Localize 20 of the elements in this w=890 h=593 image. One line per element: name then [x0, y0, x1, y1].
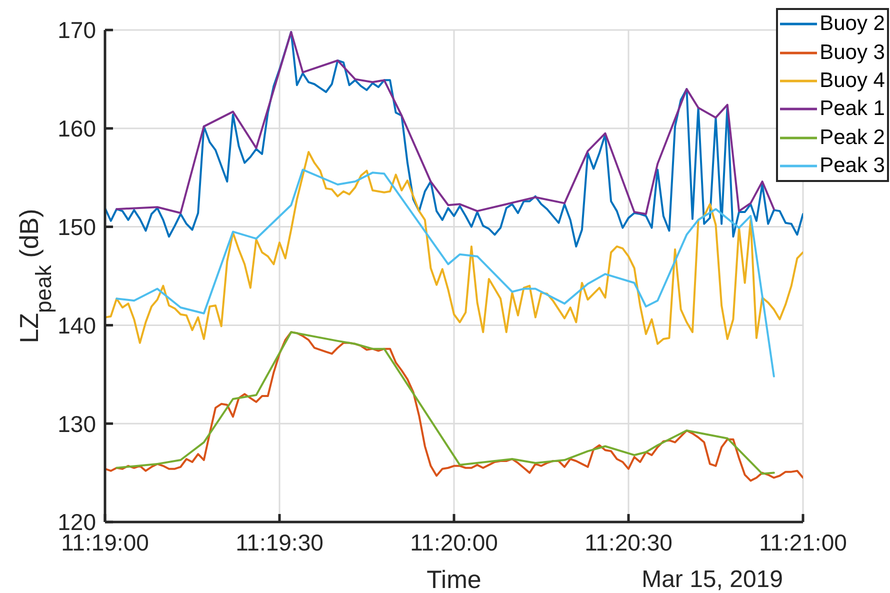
text: Mar 15, 2019: [642, 566, 783, 593]
legend-label: Peak 2: [820, 126, 885, 150]
legend-label: Buoy 4: [820, 68, 885, 93]
y-tick-label: 140: [58, 312, 96, 338]
legend-label: Buoy 3: [820, 40, 885, 65]
x-tick-label: 11:21:00: [759, 529, 847, 556]
line-series: [105, 151, 803, 345]
x-tick-label: 11:19:30: [236, 529, 324, 556]
y-tick-label: 160: [58, 116, 96, 142]
legend-label: Buoy 2: [820, 12, 885, 36]
x-tick-label: 11:20:30: [584, 529, 672, 556]
legend-label: Peak 1: [820, 97, 885, 122]
y-tick-label: 130: [58, 410, 96, 437]
line-series: [116, 168, 775, 378]
x-tick-label: 11:20:00: [410, 529, 498, 556]
y-tick-label: 170: [58, 17, 96, 44]
legend-label: Peak 3: [820, 154, 885, 178]
y-tick-label: 150: [58, 214, 96, 240]
x-axis-title: Time: [426, 566, 482, 593]
line-series: [116, 30, 775, 216]
